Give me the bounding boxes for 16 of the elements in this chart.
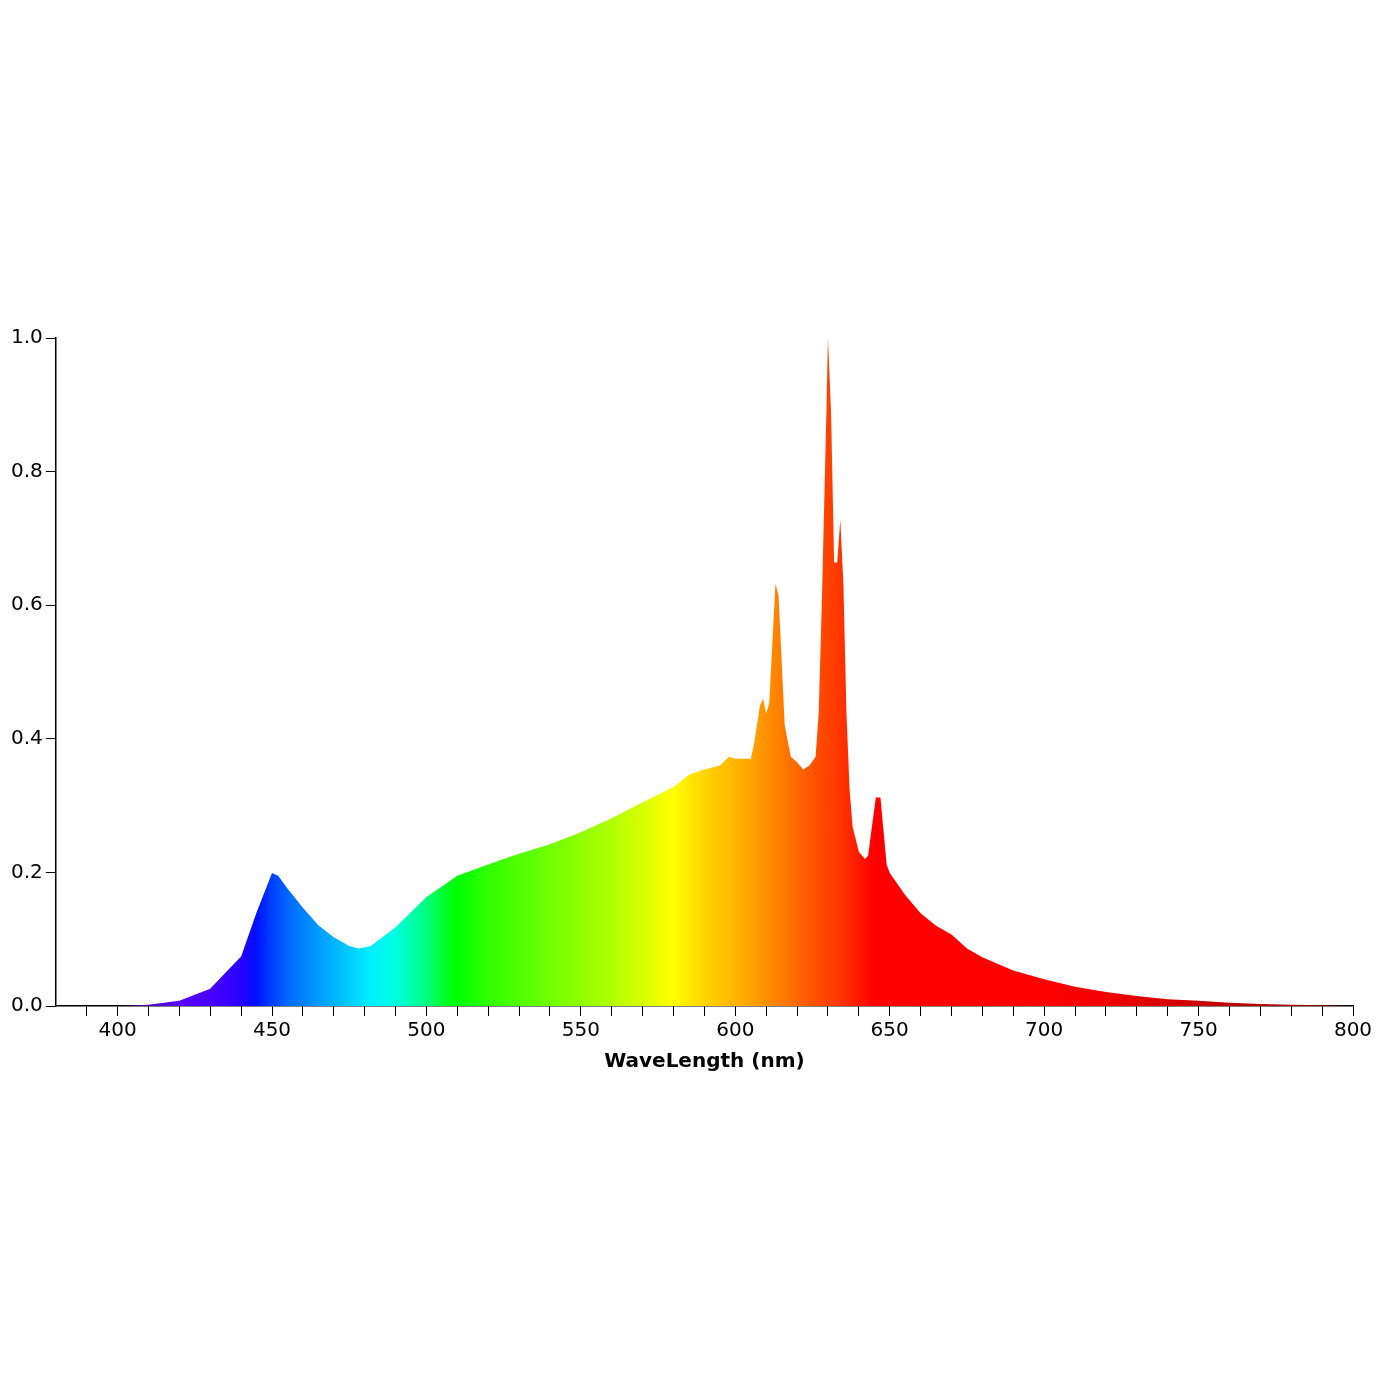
x-tick-label: 400 [98, 1017, 137, 1042]
x-tick-label: 700 [1025, 1017, 1064, 1042]
y-tick-label: 1.0 [10, 324, 43, 349]
x-tick-label: 750 [1179, 1017, 1218, 1042]
y-tick-label: 0.2 [10, 858, 43, 883]
x-tick-label: 800 [1333, 1017, 1373, 1042]
y-tick-label: 0.4 [10, 725, 43, 749]
x-tick-label: 600 [716, 1017, 755, 1042]
x-tick-label: 450 [252, 1017, 292, 1042]
x-axis-title: WaveLength (nm) [604, 1048, 805, 1073]
y-tick-label: 0.8 [10, 457, 43, 482]
y-tick-label: 0.6 [10, 591, 43, 616]
x-tick-label: 500 [407, 1017, 446, 1042]
y-tick-label: 0.0 [10, 992, 43, 1017]
x-tick-label: 650 [870, 1017, 909, 1042]
x-tick-label: 550 [561, 1017, 600, 1042]
